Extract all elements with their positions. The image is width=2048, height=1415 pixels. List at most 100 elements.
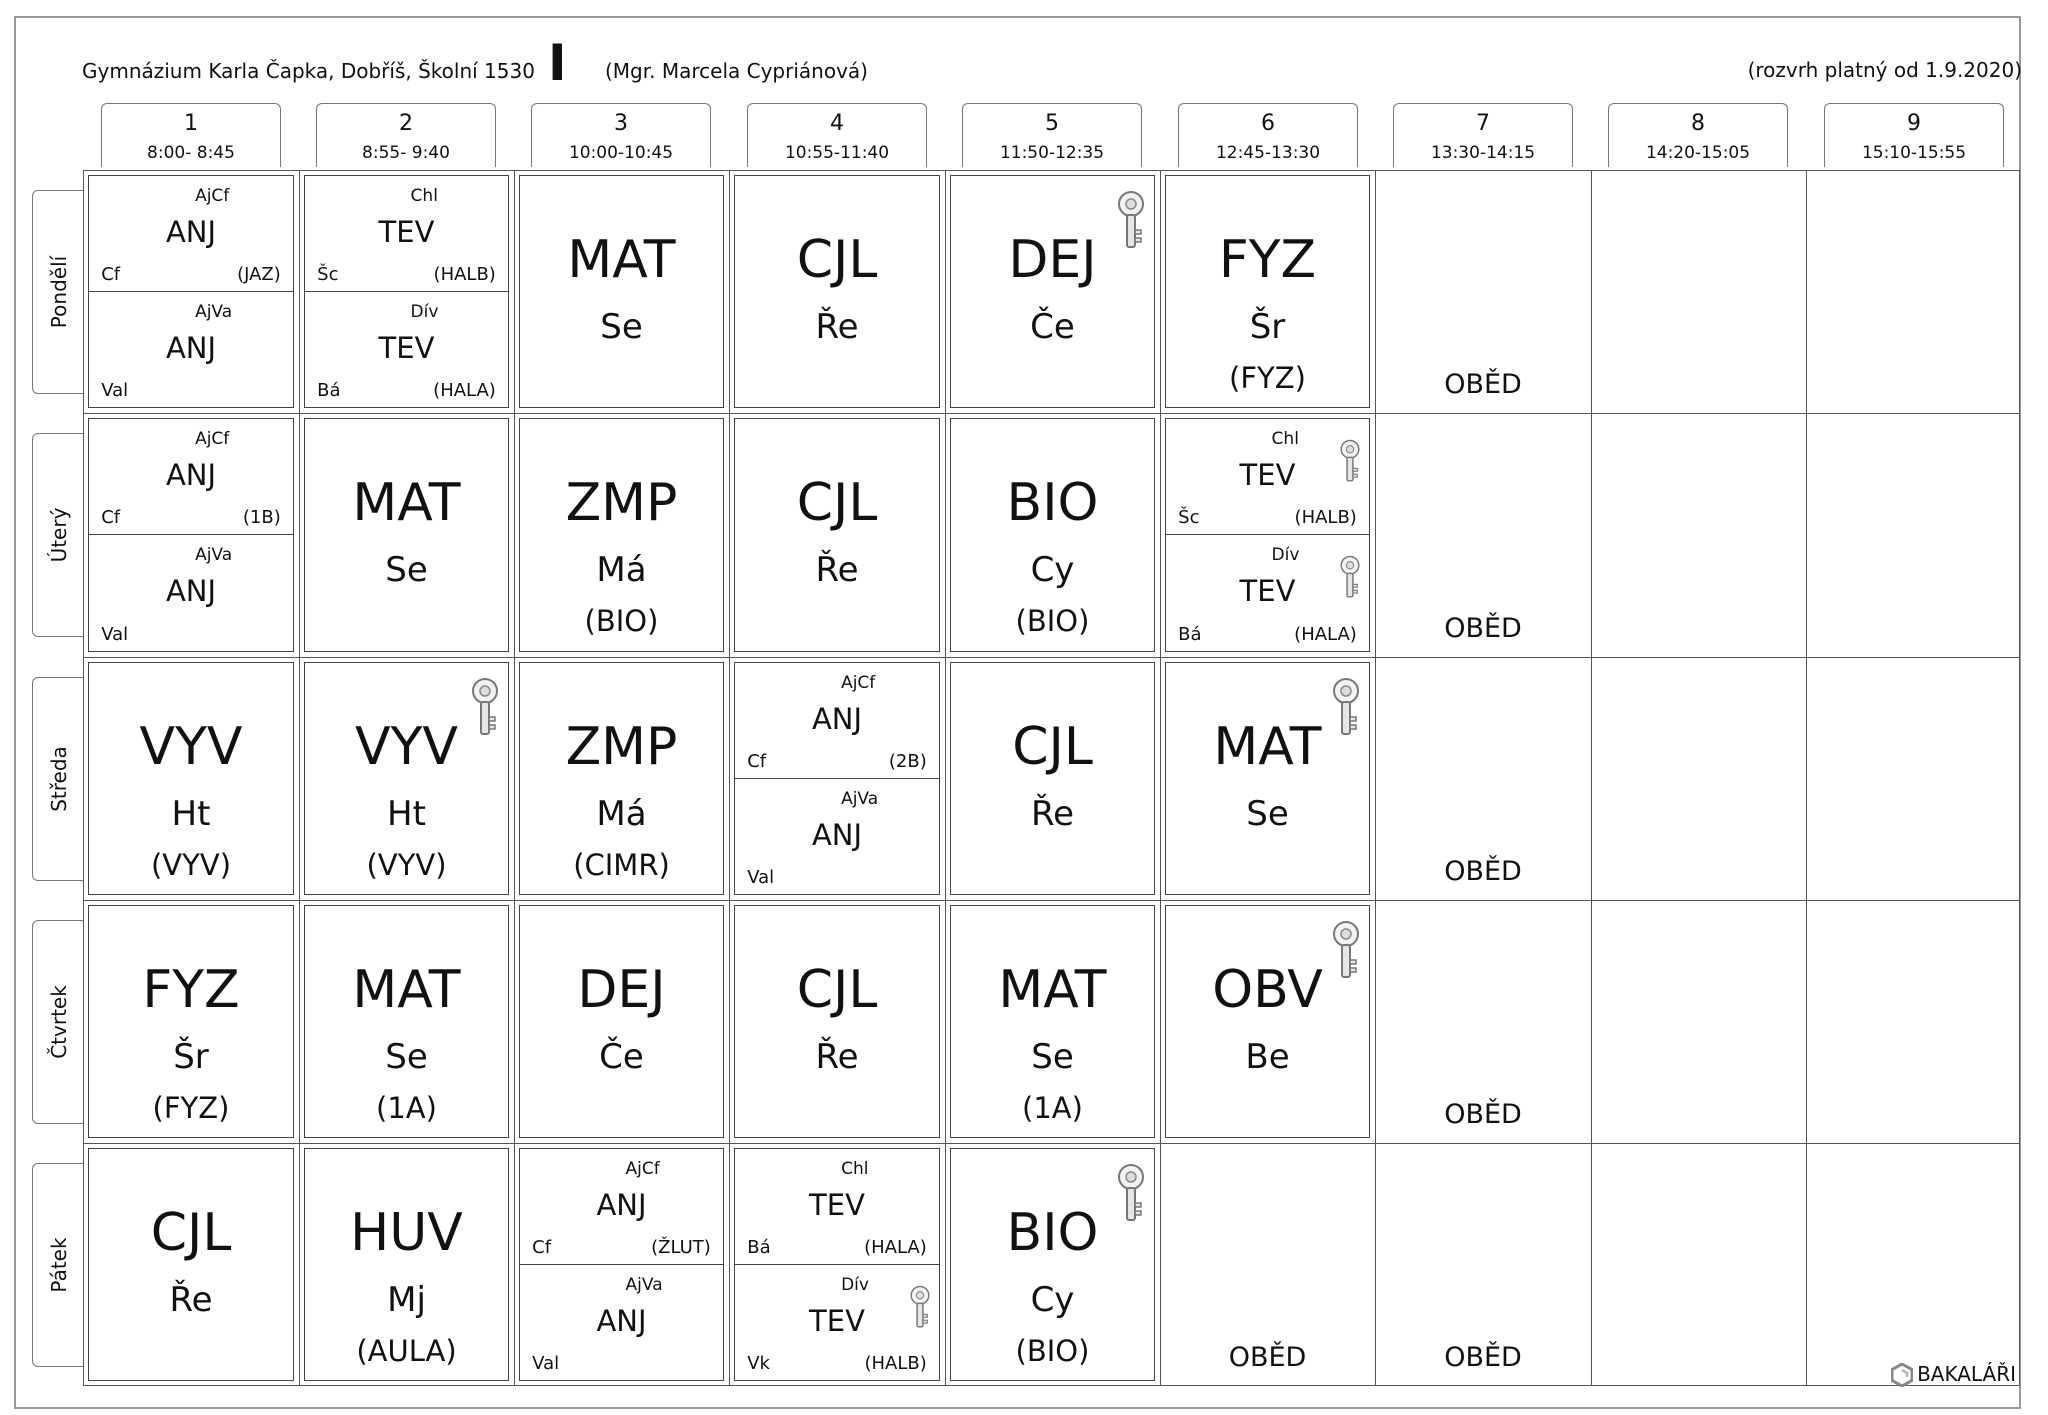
lesson-subject: CJL [796,960,878,1020]
lesson-teacher: Se [1246,794,1289,834]
key-icon [1331,677,1361,737]
lesson-subject: ANJ [596,1303,647,1338]
lesson-room: (VYV) [366,848,447,882]
group-lesson[interactable]: AjCf ANJ Cf (2B) [735,663,939,779]
lesson-room: (BIO) [584,604,659,638]
lesson-cell[interactable]: VYV Ht (VYV) [304,662,509,895]
lesson-cell[interactable]: BIO Cy (BIO) [950,418,1155,652]
lesson-cell[interactable]: BIO Cy (BIO) [950,1148,1155,1381]
lesson-subject: VYV [139,717,243,777]
lesson-subject: DEJ [577,960,666,1020]
period-number: 5 [1045,111,1059,136]
lesson-teacher: Cf [101,263,121,285]
split-lesson-cell: AjCf ANJ Cf (JAZ) AjVa ANJ Val [88,175,294,408]
lesson-cell[interactable]: MAT Se (1A) [304,905,509,1138]
lesson-subject: BIO [1006,1203,1099,1263]
key-icon [1331,920,1361,980]
lesson-subject: ZMP [565,717,678,777]
lesson-subject: FYZ [1218,230,1317,290]
lesson-teacher: Val [101,624,129,645]
group-lesson[interactable]: AjVa ANJ Val [735,779,939,895]
lesson-room: (HALA) [433,380,496,401]
group-name: AjCf [195,429,230,449]
lesson-cell[interactable]: MAT Se (1A) [950,905,1155,1138]
lunch-label: OBĚD [1444,1342,1522,1373]
class-label: I [548,34,567,92]
lesson-subject: CJL [796,473,878,533]
lesson-cell[interactable]: FYZ Šr (FYZ) [1165,175,1370,408]
group-lesson[interactable]: AjVa ANJ Val [89,292,293,408]
day-label-tab: Středa [32,677,84,881]
key-icon [1116,1163,1146,1223]
group-lesson[interactable]: AjVa ANJ Val [89,535,293,651]
lesson-teacher: Bá [747,1236,771,1258]
lesson-room: (HALA) [864,1236,927,1258]
period-time: 13:30-14:15 [1430,143,1536,163]
lesson-cell[interactable]: VYV Ht (VYV) [88,662,294,895]
split-lesson-cell: AjCf ANJ Cf (2B) AjVa ANJ Val [734,662,940,895]
grid-column-line [1591,170,1592,1386]
group-lesson[interactable]: Chl TEV Šc (HALB) [1166,419,1369,535]
group-lesson[interactable]: AjCf ANJ Cf (1B) [89,419,293,535]
validity-note: (rozvrh platný od 1.9.2020) [1747,58,2022,82]
lesson-subject: DEJ [1008,230,1097,290]
lesson-room: (ŽLUT) [651,1236,711,1258]
lesson-room: (JAZ) [237,263,281,285]
group-lesson[interactable]: AjCf ANJ Cf (ŽLUT) [520,1149,723,1265]
group-lesson[interactable]: Chl TEV Šc (HALB) [305,176,508,292]
lesson-room: (FYZ) [152,1091,230,1125]
lesson-room: (HALB) [433,263,496,285]
lunch-label: OBĚD [1444,856,1522,887]
group-lesson[interactable]: AjVa ANJ Val [520,1265,723,1381]
lesson-subject: CJL [796,230,878,290]
lesson-cell[interactable]: DEJ Če [519,905,724,1138]
lesson-cell[interactable]: DEJ Če [950,175,1155,408]
period-time: 15:10-15:55 [1861,143,1967,163]
lesson-cell[interactable]: MAT Se [519,175,724,408]
period-number: 4 [830,111,844,136]
lesson-cell[interactable]: ZMP Má (CIMR) [519,662,724,895]
lesson-room: (2B) [888,750,927,772]
lesson-teacher: Šc [317,263,339,285]
lesson-room: (VYV) [150,848,232,882]
period-header: 7 13:30-14:15 [1393,103,1573,167]
lesson-teacher: Se [1031,1037,1074,1077]
lesson-teacher: Cy [1030,550,1075,590]
group-lesson[interactable]: Chl TEV Bá (HALA) [735,1149,939,1265]
lunch-label: OBĚD [1444,369,1522,400]
group-lesson[interactable]: Dív TEV Bá (HALA) [305,292,508,408]
lesson-cell[interactable]: ZMP Má (BIO) [519,418,724,652]
lesson-teacher: Má [596,550,647,590]
lesson-cell[interactable]: CJL Ře [734,418,940,652]
lesson-teacher: Če [1030,307,1075,347]
period-header: 3 10:00-10:45 [531,103,711,167]
bakalari-logo-icon [1891,1363,1914,1387]
lesson-teacher: Ht [387,794,426,834]
lesson-cell[interactable]: CJL Ře [734,175,940,408]
split-lesson-cell: AjCf ANJ Cf (1B) AjVa ANJ Val [88,418,294,652]
period-time: 8:55- 9:40 [362,143,450,163]
lesson-cell[interactable]: MAT Se [1165,662,1370,895]
lesson-subject: CJL [1012,717,1093,777]
lunch-label: OBĚD [1444,613,1522,644]
lesson-teacher: Cy [1030,1280,1075,1320]
lesson-cell[interactable]: OBV Be [1165,905,1370,1138]
lesson-teacher: Se [600,307,643,347]
split-lesson-cell: Chl TEV Bá (HALA) Dív TEV Vk (HALB) [734,1148,940,1381]
lesson-cell[interactable]: HUV Mj (AULA) [304,1148,509,1381]
lesson-cell[interactable]: CJL Ře [88,1148,294,1381]
lesson-cell[interactable]: CJL Ře [950,662,1155,895]
group-lesson[interactable]: AjCf ANJ Cf (JAZ) [89,176,293,292]
grid-column-line [945,170,946,1386]
group-lesson[interactable]: Dív TEV Vk (HALB) [735,1265,939,1381]
lesson-subject: MAT [1213,717,1322,777]
lesson-cell[interactable]: MAT Se [304,418,509,652]
lesson-teacher: Mj [387,1280,426,1320]
group-name: AjVa [625,1274,663,1295]
lesson-cell[interactable]: FYZ Šr (FYZ) [88,905,294,1138]
lesson-cell[interactable]: CJL Ře [734,905,940,1138]
lesson-subject: ANJ [811,702,863,736]
group-lesson[interactable]: Dív TEV Bá (HALA) [1166,535,1369,651]
lesson-teacher: Ht [171,794,211,834]
lesson-teacher: Cf [532,1236,552,1258]
